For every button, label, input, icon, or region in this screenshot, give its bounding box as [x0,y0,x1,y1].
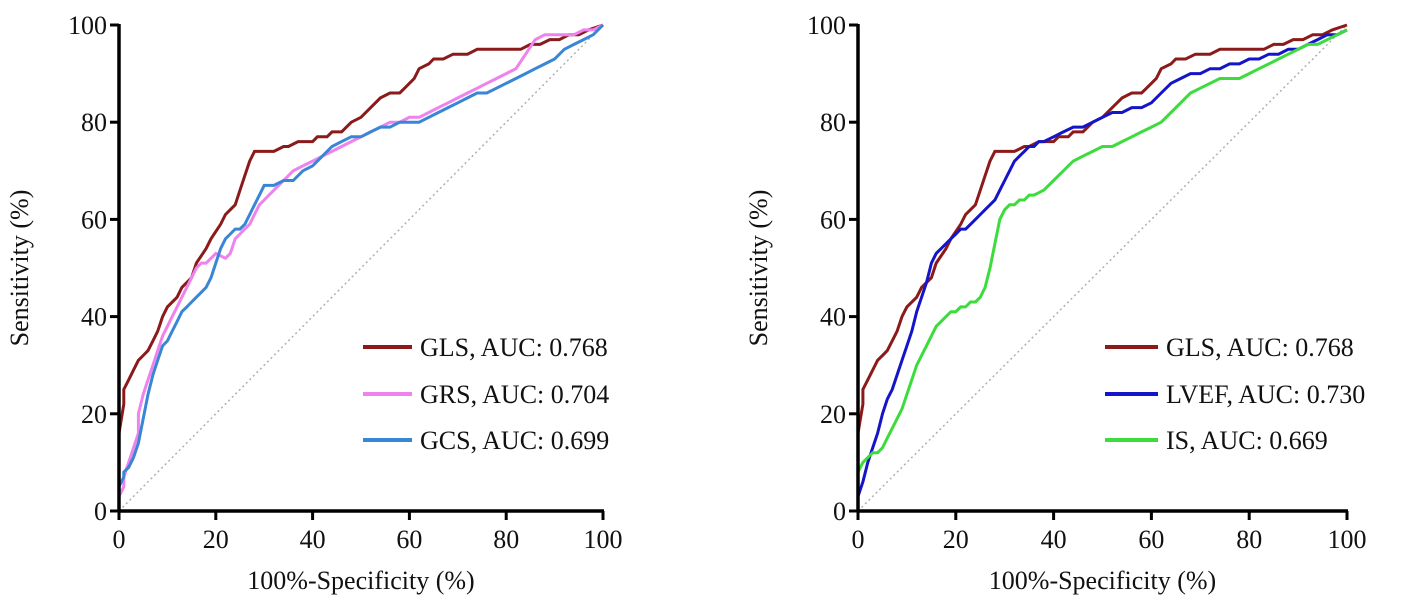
x-tick-label: 100 [1328,525,1367,554]
y-tick-label: 100 [68,11,107,40]
y-tick-label: 100 [807,11,846,40]
x-tick-label: 0 [113,525,126,554]
x-tick-label: 100 [584,525,623,554]
y-tick-label: 60 [820,205,846,234]
x-tick-label: 0 [852,525,865,554]
series-line-1 [117,23,604,511]
legend: GLS, AUC: 0.768 GRS, AUC: 0.704 GCS, AUC: … [363,333,609,455]
series-line-2 [117,23,604,511]
x-tick-label: 40 [1041,525,1067,554]
y-tick-label: 40 [81,303,107,332]
x-tick-label: 60 [396,525,422,554]
y-tick-label: 20 [820,400,846,429]
x-tick-label: 80 [1236,525,1262,554]
y-tick-label: 0 [833,497,846,526]
x-tick-label: 60 [1138,525,1164,554]
y-axis-title: Sensitivity (%) [744,190,773,347]
legend-label-2: GRS, AUC: 0.704 [420,380,609,409]
series-line-2 [856,28,1348,511]
chart-1: 0 20 40 60 80 100 0 20 40 60 80 100 100%-Specificity… [5,11,623,595]
legend-label-1: GLS, AUC: 0.768 [1166,333,1354,362]
x-tick-label: 20 [943,525,969,554]
chart-2: 0 20 40 60 80 100 0 20 40 60 80 100 100%-Specificity… [744,11,1367,595]
y-tick-label: 0 [94,497,107,526]
y-tick-label: 40 [820,303,846,332]
legend: GLS, AUC: 0.768 LVEF, AUC: 0.730 IS, AUC: … [1105,333,1365,455]
legend-label-2: LVEF, AUC: 0.730 [1166,380,1365,409]
y-tick-label: 80 [81,108,107,137]
y-tick-label: 80 [820,108,846,137]
x-axis-title: 100%-Specificity (%) [989,566,1216,595]
legend-label-3: GCS, AUC: 0.699 [420,426,609,455]
legend-label-1: GLS, AUC: 0.768 [420,333,608,362]
x-axis-title: 100%-Specificity (%) [247,566,474,595]
legend-label-3: IS, AUC: 0.669 [1166,426,1328,455]
series-line-3 [856,28,1348,511]
y-tick-label: 60 [81,205,107,234]
reference-diagonal-line [118,24,604,512]
x-tick-label: 80 [493,525,519,554]
series-line-1 [856,23,1348,511]
series-line-3 [117,23,605,511]
x-tick-label: 20 [203,525,229,554]
y-tick-label: 20 [81,400,107,429]
x-tick-label: 40 [300,525,326,554]
y-axis-title: Sensitivity (%) [5,190,34,347]
